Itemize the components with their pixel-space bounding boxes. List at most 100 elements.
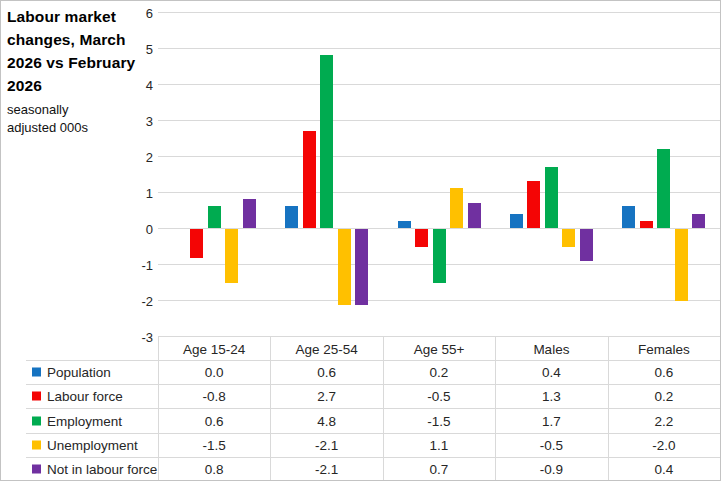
table-row-separator (26, 384, 720, 385)
bar-not-in-labour-force (468, 203, 481, 228)
chart-title-block: Labour market changes, March 2026 vs Feb… (7, 5, 141, 137)
value-cell: 1.1 (383, 437, 495, 452)
gridline-y--2 (158, 300, 720, 301)
category-label: Females (608, 341, 720, 356)
bar-labour-force (303, 131, 316, 228)
y-axis-tick-label: 1 (125, 185, 153, 200)
table-column-separator (495, 337, 496, 481)
value-cell: -0.9 (495, 461, 607, 476)
series-label: Employment (47, 413, 122, 428)
value-cell: 0.6 (608, 365, 720, 380)
table-row-separator (26, 457, 720, 458)
bar-population (622, 206, 635, 228)
bar-labour-force (415, 229, 428, 247)
bar-labour-force (640, 221, 653, 228)
y-axis-tick-label: 0 (125, 221, 153, 236)
bar-unemployment (225, 229, 238, 283)
series-label: Not in labour force (47, 461, 157, 476)
value-cell: -2.0 (608, 437, 720, 452)
value-cell: 2.7 (270, 389, 382, 404)
labour-market-bar-chart: Labour market changes, March 2026 vs Feb… (0, 0, 721, 481)
value-cell: -0.5 (383, 389, 495, 404)
y-axis-tick-label: 2 (125, 149, 153, 164)
bar-not-in-labour-force (355, 229, 368, 305)
series-label: Labour force (47, 389, 123, 404)
bar-employment (208, 206, 221, 228)
legend-item-not-in-labour-force: Not in labour force (32, 461, 157, 476)
table-row-separator (26, 360, 720, 361)
bar-population (510, 214, 523, 228)
gridline-y-3 (158, 120, 720, 121)
y-axis-tick-label: 3 (125, 113, 153, 128)
value-cell: 0.4 (495, 365, 607, 380)
bar-population (285, 206, 298, 228)
gridline-y-4 (158, 84, 720, 85)
bar-employment (545, 167, 558, 228)
gridline-y--3 (158, 336, 720, 337)
y-axis-tick-label: -3 (125, 329, 153, 344)
value-cell: 0.2 (383, 365, 495, 380)
category-label: Males (495, 341, 607, 356)
bar-not-in-labour-force (243, 199, 256, 228)
value-cell: 0.6 (270, 365, 382, 380)
value-cell: 2.2 (608, 413, 720, 428)
value-cell: 1.7 (495, 413, 607, 428)
table-column-separator (158, 337, 159, 481)
gridline-y-5 (158, 48, 720, 49)
series-label: Population (47, 365, 111, 380)
table-row-separator (26, 433, 720, 434)
legend-swatch (32, 392, 41, 401)
legend-item-employment: Employment (32, 413, 122, 428)
category-label: Age 15-24 (158, 341, 270, 356)
legend-swatch (32, 440, 41, 449)
legend-swatch (32, 368, 41, 377)
y-axis-tick-label: -2 (125, 293, 153, 308)
bar-employment (657, 149, 670, 228)
chart-subtitle: seasonally adjusted 000s (7, 101, 107, 137)
gridline-y-2 (158, 156, 720, 157)
bar-employment (433, 229, 446, 283)
value-cell: -2.1 (270, 437, 382, 452)
bar-employment (320, 55, 333, 228)
bar-unemployment (675, 229, 688, 301)
y-axis-tick-label: 4 (125, 77, 153, 92)
value-cell: 0.0 (158, 365, 270, 380)
table-row-separator (26, 408, 720, 409)
y-axis-tick-label: 5 (125, 41, 153, 56)
legend-item-unemployment: Unemployment (32, 437, 138, 452)
value-cell: 1.3 (495, 389, 607, 404)
gridline-y-6 (158, 12, 720, 13)
value-cell: -0.5 (495, 437, 607, 452)
value-cell: 0.2 (608, 389, 720, 404)
bar-unemployment (338, 229, 351, 305)
value-cell: -0.8 (158, 389, 270, 404)
y-axis-tick-label: -1 (125, 257, 153, 272)
value-cell: 0.4 (608, 461, 720, 476)
legend-item-population: Population (32, 365, 111, 380)
value-cell: 0.7 (383, 461, 495, 476)
value-cell: -2.1 (270, 461, 382, 476)
bar-unemployment (450, 188, 463, 228)
bar-not-in-labour-force (580, 229, 593, 261)
gridline-y-1 (158, 192, 720, 193)
series-label: Unemployment (47, 437, 138, 452)
value-cell: 0.6 (158, 413, 270, 428)
value-cell: -1.5 (383, 413, 495, 428)
legend-swatch (32, 416, 41, 425)
bar-unemployment (562, 229, 575, 247)
legend-item-labour-force: Labour force (32, 389, 123, 404)
bar-labour-force (190, 229, 203, 258)
table-column-separator (270, 337, 271, 481)
value-cell: 0.8 (158, 461, 270, 476)
bar-not-in-labour-force (692, 214, 705, 228)
legend-swatch (32, 464, 41, 473)
table-column-separator (608, 337, 609, 481)
bar-labour-force (527, 181, 540, 228)
bar-population (398, 221, 411, 228)
table-column-separator (383, 337, 384, 481)
y-axis-tick-label: 6 (125, 5, 153, 20)
value-cell: 4.8 (270, 413, 382, 428)
value-cell: -1.5 (158, 437, 270, 452)
category-label: Age 55+ (383, 341, 495, 356)
chart-title: Labour market changes, March 2026 vs Feb… (7, 5, 141, 97)
